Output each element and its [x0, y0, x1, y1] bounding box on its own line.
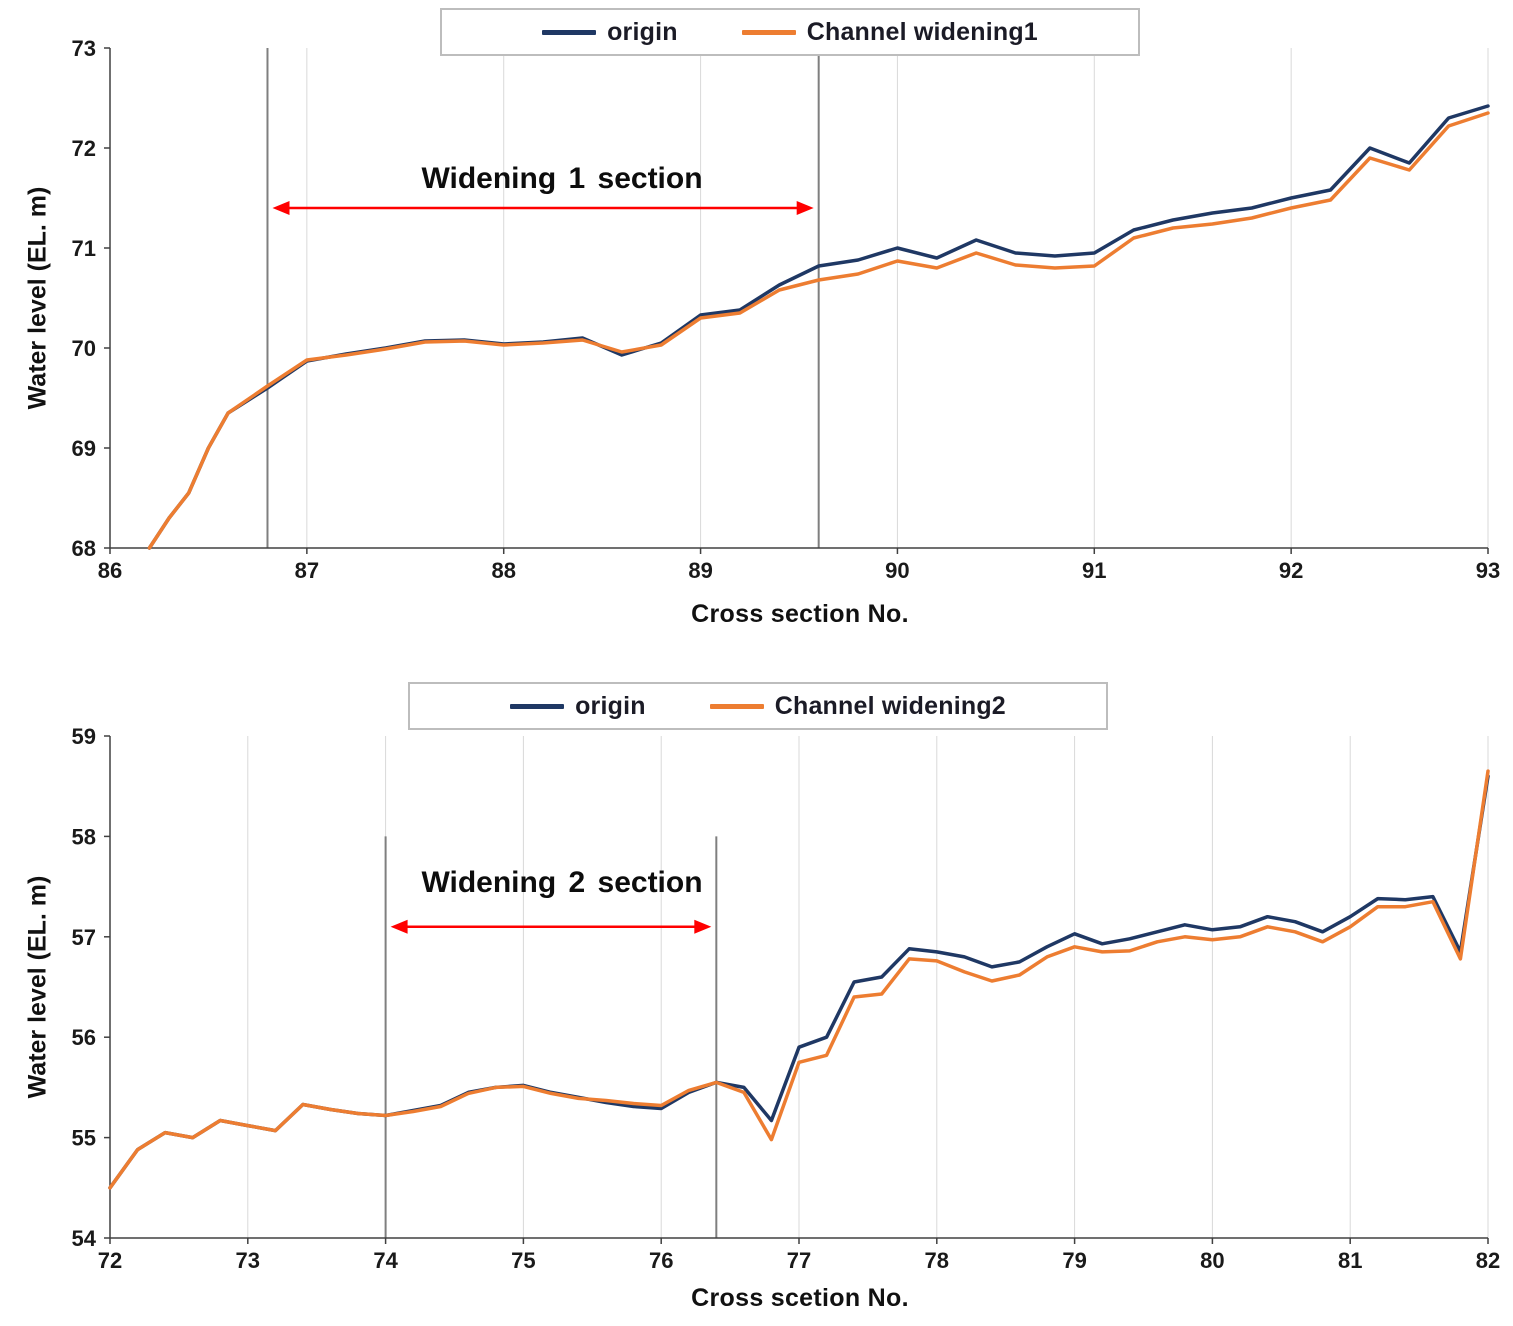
legend-widening-1: origin Channel widening1: [440, 8, 1140, 56]
svg-text:55: 55: [72, 1126, 96, 1151]
legend-item-widening2: Channel widening2: [709, 691, 1006, 721]
legend-label-origin: origin: [607, 17, 678, 46]
y-axis-title-chart1: Water level (EL. m): [23, 186, 52, 410]
annotation-widening-2-section: Widening 2 section: [421, 866, 703, 899]
svg-text:87: 87: [295, 558, 319, 583]
svg-text:69: 69: [72, 436, 96, 461]
svg-text:77: 77: [787, 1248, 811, 1273]
svg-text:92: 92: [1279, 558, 1303, 583]
legend-label-widening2: Channel widening2: [774, 691, 1006, 720]
svg-text:71: 71: [72, 236, 96, 261]
plot-canvas-widening-2: 72 73 74 75 76 77 78 79 80 81 82 54 55 56 57 58 59: [72, 724, 1501, 1273]
svg-text:58: 58: [72, 824, 96, 849]
legend-item-origin: origin: [510, 692, 646, 721]
svg-text:79: 79: [1062, 1248, 1086, 1273]
legend-line-origin-icon: [542, 29, 597, 35]
svg-text:86: 86: [98, 558, 122, 583]
svg-text:56: 56: [72, 1025, 96, 1050]
annotation-widening-1-section: Widening 1 section: [421, 162, 703, 195]
svg-text:76: 76: [649, 1248, 673, 1273]
legend-label-origin: origin: [575, 691, 646, 720]
svg-text:72: 72: [98, 1248, 122, 1273]
svg-text:88: 88: [491, 558, 515, 583]
svg-text:80: 80: [1200, 1248, 1224, 1273]
legend-line-widening1-icon: [741, 29, 796, 35]
svg-text:75: 75: [511, 1248, 535, 1273]
svg-text:89: 89: [688, 558, 712, 583]
svg-text:70: 70: [72, 336, 96, 361]
svg-text:90: 90: [885, 558, 909, 583]
legend-line-widening2-icon: [709, 703, 764, 709]
chart-widening-1: 86 87 88 89 90 91 92 93 68 69 70 71 72 73 origin Chan…: [0, 0, 1513, 652]
legend-widening-2: origin Channel widening2: [408, 682, 1108, 730]
svg-text:73: 73: [72, 36, 96, 61]
svg-text:74: 74: [373, 1248, 398, 1273]
legend-label-widening1: Channel widening1: [806, 17, 1038, 46]
chart-widening-2: 72 73 74 75 76 77 78 79 80 81 82 54 55 56 57 58 59 origi…: [0, 652, 1513, 1326]
svg-text:57: 57: [72, 925, 96, 950]
svg-text:91: 91: [1082, 558, 1106, 583]
legend-item-widening1: Channel widening1: [741, 17, 1038, 47]
svg-text:93: 93: [1476, 558, 1500, 583]
svg-text:82: 82: [1476, 1248, 1500, 1273]
x-axis-title-chart1: Cross section No.: [691, 600, 909, 628]
legend-item-origin: origin: [542, 18, 678, 47]
legend-line-origin-icon: [510, 703, 565, 709]
plot-canvas-widening-1: 86 87 88 89 90 91 92 93 68 69 70 71 72 73: [72, 36, 1501, 583]
svg-text:72: 72: [72, 136, 96, 161]
x-axis-title-chart2: Cross scetion No.: [691, 1284, 909, 1312]
svg-text:59: 59: [72, 724, 96, 749]
svg-text:54: 54: [72, 1226, 97, 1251]
svg-text:78: 78: [925, 1248, 949, 1273]
svg-text:81: 81: [1338, 1248, 1362, 1273]
svg-text:73: 73: [236, 1248, 260, 1273]
svg-text:68: 68: [72, 536, 96, 561]
y-axis-title-chart2: Water level (EL. m): [23, 875, 52, 1099]
